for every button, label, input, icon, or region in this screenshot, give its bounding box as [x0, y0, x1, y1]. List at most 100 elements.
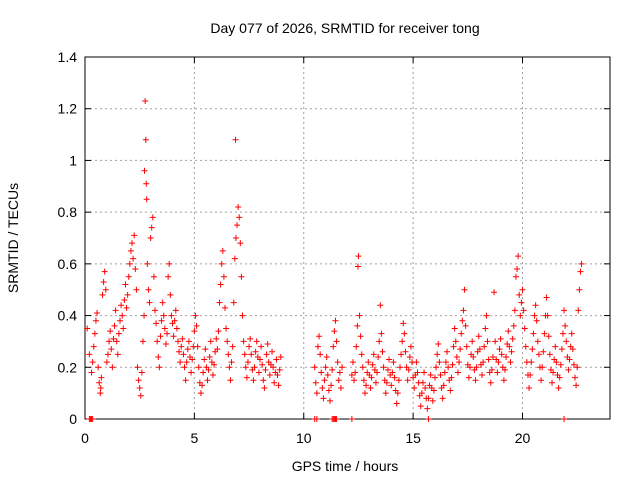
data-point — [154, 338, 161, 345]
data-point — [255, 369, 262, 376]
data-point — [512, 273, 519, 280]
xtick-label: 10 — [296, 430, 312, 446]
data-point — [528, 359, 535, 366]
data-point — [472, 377, 479, 384]
data-point — [250, 377, 257, 384]
data-point — [222, 304, 228, 311]
data-point — [135, 377, 142, 384]
data-point — [316, 333, 323, 340]
data-point — [251, 364, 258, 371]
data-point — [339, 364, 346, 371]
data-point — [179, 335, 186, 342]
data-point — [124, 291, 131, 298]
data-point — [573, 382, 580, 389]
xtick-label: 15 — [405, 430, 421, 446]
data-point — [556, 374, 563, 381]
data-point — [348, 416, 355, 422]
data-point — [110, 335, 117, 342]
data-point — [360, 377, 367, 384]
data-point — [232, 235, 239, 241]
data-point — [121, 297, 128, 304]
data-point — [377, 302, 384, 309]
ytick-label: 0.8 — [58, 204, 78, 220]
data-point — [481, 343, 488, 350]
data-point — [234, 222, 241, 229]
data-point — [388, 382, 395, 389]
data-point — [129, 240, 136, 247]
data-point — [332, 317, 339, 324]
data-point — [317, 351, 324, 358]
data-point — [130, 255, 137, 262]
data-point — [521, 325, 528, 332]
data-point — [215, 328, 222, 335]
data-point — [229, 343, 236, 350]
data-point — [232, 136, 239, 143]
data-point — [473, 364, 480, 371]
y-axis-label: SRMTID / TECUs — [5, 183, 21, 293]
data-point — [164, 330, 171, 337]
data-point — [97, 384, 104, 391]
data-point — [162, 341, 169, 348]
data-point — [421, 369, 428, 376]
data-point — [191, 328, 198, 335]
data-point — [206, 353, 213, 360]
data-point — [158, 317, 165, 324]
data-point — [166, 260, 173, 267]
data-points — [84, 97, 585, 422]
data-point — [549, 379, 556, 386]
data-point — [574, 364, 581, 371]
ytick-label: 1.4 — [58, 49, 78, 65]
data-point — [450, 343, 457, 350]
data-point — [505, 328, 512, 335]
data-point — [318, 369, 325, 376]
data-point — [374, 369, 381, 376]
data-point — [552, 343, 559, 350]
data-point — [94, 309, 101, 316]
data-point — [188, 369, 195, 376]
data-point — [405, 366, 412, 373]
data-point — [479, 372, 486, 379]
data-point — [424, 405, 431, 412]
data-point — [327, 397, 333, 404]
x-axis-label: GPS time / hours — [292, 458, 399, 474]
data-point — [86, 351, 93, 358]
data-point — [90, 343, 97, 350]
data-point — [506, 343, 513, 350]
data-point — [562, 322, 569, 329]
data-point — [352, 369, 359, 376]
data-point — [333, 416, 340, 422]
data-point — [200, 369, 207, 376]
data-point — [483, 312, 490, 319]
data-point — [422, 384, 429, 391]
data-point — [398, 351, 405, 358]
data-point — [330, 343, 337, 350]
data-point — [98, 374, 105, 381]
data-point — [558, 346, 565, 353]
data-point — [397, 364, 403, 371]
data-point — [440, 382, 447, 389]
data-point — [231, 255, 238, 262]
data-point — [209, 372, 216, 379]
ytick-label: 1 — [69, 152, 77, 168]
data-point — [138, 369, 145, 376]
data-point — [570, 361, 577, 368]
data-point — [269, 348, 276, 355]
xtick-label: 0 — [81, 430, 89, 446]
data-point — [517, 312, 524, 319]
data-point — [213, 335, 220, 342]
data-point — [273, 356, 280, 363]
chart-title: Day 077 of 2026, SRMTID for receiver ton… — [210, 20, 479, 36]
data-point — [461, 286, 468, 293]
data-point — [507, 359, 514, 366]
data-point — [270, 364, 277, 371]
data-point — [262, 366, 269, 373]
data-point — [235, 203, 242, 210]
xtick-label: 20 — [515, 430, 531, 446]
data-point — [379, 348, 386, 355]
ytick-label: 0 — [69, 411, 77, 427]
data-point — [555, 384, 562, 391]
data-point — [220, 273, 227, 280]
data-point — [434, 351, 441, 358]
data-point — [134, 364, 141, 371]
data-point — [226, 364, 233, 371]
